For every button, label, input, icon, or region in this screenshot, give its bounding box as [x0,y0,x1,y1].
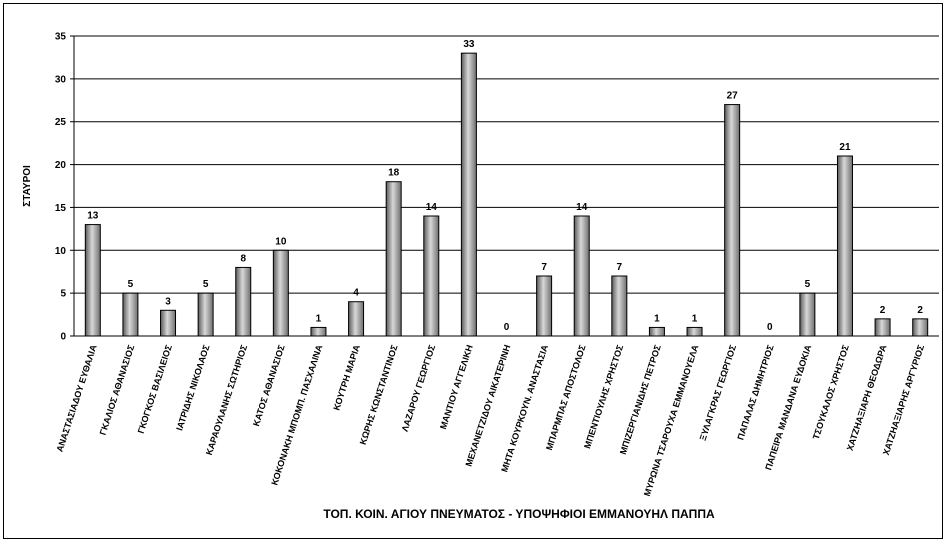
chart-frame: 0 5 10 15 20 25 30 35 13 ΑΝΑΣΤΑΣΙΑΔΟΥ ΕΥΘΑΛΙΑ 5 ΓΚΑ… [3,3,943,539]
category-label: ΜΑΝΤΙΟΥ ΑΓΓΕΛΙΚΗ [438,344,475,431]
y-tick-label: 35 [55,32,67,43]
bar [611,275,628,337]
y-axis-title: ΣΤΑΥΡΟΙ [22,165,33,207]
data-label: 8 [240,253,246,264]
bar [912,318,929,337]
category-label: ΚΑΡΑΟΥΛΑΝΗΣ ΣΩΤΗΡΙΟΣ [204,343,249,456]
category-label: ΜΠΙΖΕΡΓΙΑΝΙΔΗΣ ΠΕΤΡΟΣ [618,343,663,456]
data-label: 13 [87,211,99,222]
bar [724,104,741,337]
category-label: ΠΑΠΑΛΑΣ ΔΗΜΗΤΡΙΟΣ [735,343,775,441]
category-label: ΛΑΖΑΡΟΥ ΓΕΩΡΓΙΟΣ [400,343,438,433]
bar [799,292,816,337]
bar [310,326,327,337]
bar [197,292,214,337]
y-tick-label: 25 [55,117,67,128]
category-label: ΚΩΡΗΣ ΚΩΝΣΤΑΝΤΙΝΟΣ [358,343,400,446]
category-label: ΤΣΟΥΚΑΛΟΣ ΧΡΗΣΤΟΣ [811,343,851,441]
data-label: 33 [463,39,475,50]
y-tick-label: 20 [55,160,67,171]
category-label: ΜΕΧΑΝΕΤΖΙΔΟΥ ΑΙΚΑΤΕΡΙΝΗ [464,344,513,468]
bar [573,215,590,337]
y-tick-label: 30 [55,74,67,85]
data-label: 0 [504,322,510,333]
data-label: 0 [767,322,773,333]
data-label: 4 [353,288,359,299]
chart-title: ΤΟΠ. ΚΟΙΝ. ΑΓΙΟΥ ΠΝΕΥΜΑΤΟΣ - ΥΠΟΨΗΦΙΟΙ Ε… [323,507,715,521]
bar [874,318,891,337]
bar [160,309,177,337]
y-tick-label: 0 [60,332,66,343]
category-label: ΓΚΑΛΙΟΣ ΑΘΑΝΑΣΙΟΣ [98,343,137,436]
category-label: ΞΥΛΑΓΚΡΑΣ ΓΕΩΡΓΙΟΣ [698,343,739,442]
data-label: 21 [839,142,851,153]
category-label: ΜΠΑΡΜΠΑΣ ΑΠΟΣΤΟΛΟΣ [544,343,588,451]
data-label: 5 [128,279,134,290]
data-label: 1 [654,313,660,324]
category-label: ΧΑΤΖΗΑΞΙΑΡΗΣ ΑΡΓΥΡΙΟΣ [881,343,926,456]
category-label: ΜΠΕΝΤΙΟΥΛΗΣ ΧΡΗΣΤΟΣ [582,343,625,450]
bar [686,326,703,337]
bar [648,326,665,337]
data-label: 5 [805,279,811,290]
gridlines [74,35,939,337]
bar [423,215,440,337]
bar [348,301,365,337]
data-label: 10 [275,236,287,247]
data-label: 14 [576,202,588,213]
bar [272,249,289,337]
data-label: 1 [692,313,698,324]
category-label: ΠΑΠΕΙΡΑ ΜΑΝΔΑΝΑ ΕΥΔΟΚΙΑ [763,343,813,471]
bars [84,52,929,337]
data-label: 1 [316,313,322,324]
bar [84,224,101,337]
category-label: ΧΑΤΖΗΑΞΙΑΡΗ ΘΕΟΔΩΡΑ [845,343,889,452]
data-label: 27 [727,91,739,102]
category-label: ΑΝΑΣΤΑΣΙΑΔΟΥ ΕΥΘΑΛΙΑ [55,343,99,453]
bar [836,155,853,337]
data-label: 5 [203,279,209,290]
bar [122,292,139,337]
bar [385,181,402,337]
category-label: ΚΟΥΤΡΗ ΜΑΡΙΑ [331,343,362,412]
data-label: 14 [426,202,438,213]
y-tick-label: 15 [55,203,67,214]
y-tick-label: 5 [60,289,66,300]
data-label: 2 [917,305,923,316]
y-tick-label: 10 [55,246,67,257]
category-label: ΓΚΟΓΚΟΣ ΒΑΣΙΛΕΙΟΣ [136,343,174,435]
data-label: 18 [388,168,400,179]
axes [70,35,939,337]
data-label: 7 [541,262,547,273]
category-label: ΚΑΤΟΣ ΑΘΑΝΑΣΙΟΣ [251,343,287,427]
bar [460,52,477,337]
category-label: ΙΑΤΡΙΔΗΣ ΝΙΚΟΛΑΟΣ [174,343,211,432]
data-label: 3 [165,296,171,307]
data-label: 7 [617,262,623,273]
bar [536,275,553,337]
bar [235,266,252,337]
data-label: 2 [880,305,886,316]
